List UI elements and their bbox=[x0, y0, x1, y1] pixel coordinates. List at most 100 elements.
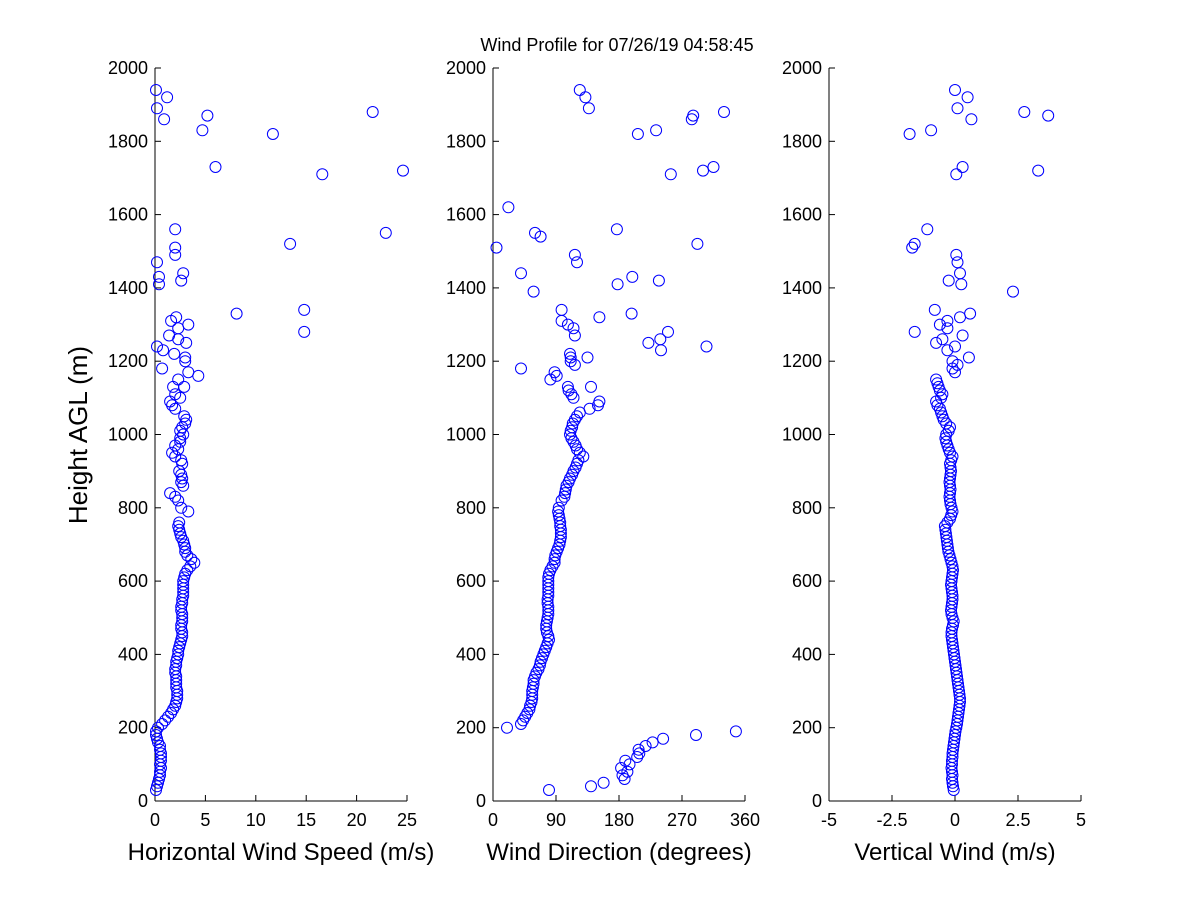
vertical-data-point bbox=[941, 516, 954, 529]
vertical-data-point bbox=[925, 124, 938, 137]
speed-x-tick-label: 15 bbox=[296, 810, 316, 830]
direction-data-point bbox=[657, 732, 670, 745]
speed-data-point bbox=[151, 340, 163, 353]
vertical-data-point bbox=[928, 303, 941, 316]
direction-data-point bbox=[568, 358, 581, 371]
speed-data-point bbox=[151, 256, 163, 269]
direction-data-point bbox=[571, 410, 583, 423]
direction-data-point bbox=[687, 109, 700, 122]
speed-data-point bbox=[153, 278, 165, 291]
speed-data-point bbox=[169, 248, 182, 261]
vertical-data-point bbox=[949, 340, 961, 353]
direction-data-point bbox=[662, 325, 674, 338]
vertical-data-point bbox=[954, 267, 966, 280]
vertical-data-point bbox=[943, 549, 956, 562]
speed-data-point bbox=[379, 226, 392, 239]
direction-data-point bbox=[650, 124, 663, 137]
direction-data-point bbox=[566, 421, 579, 434]
speed-data-point bbox=[172, 373, 185, 386]
direction-data-point bbox=[561, 318, 574, 331]
direction-data-point bbox=[546, 560, 559, 573]
speed-data-point bbox=[179, 355, 192, 368]
speed-y-tick-label: 1400 bbox=[108, 278, 148, 298]
speed-data-point bbox=[192, 369, 205, 382]
direction-data-point bbox=[585, 380, 597, 393]
speed-data-point bbox=[181, 549, 194, 562]
speed-data-point bbox=[174, 637, 187, 650]
direction-data-point bbox=[529, 226, 541, 239]
direction-data-point bbox=[515, 718, 527, 730]
speed-data-point bbox=[168, 347, 181, 360]
direction-y-tick-label: 800 bbox=[456, 498, 486, 518]
direction-data-point bbox=[552, 501, 565, 514]
direction-data-point bbox=[501, 721, 513, 734]
speed-data-point bbox=[178, 380, 191, 393]
vertical-data-point bbox=[1018, 106, 1031, 118]
speed-data-point bbox=[188, 556, 201, 569]
direction-x-tick-label: 0 bbox=[488, 810, 498, 830]
vertical-y-tick-label: 600 bbox=[792, 571, 822, 591]
speed-x-tick-label: 0 bbox=[150, 810, 160, 830]
vertical-data-point bbox=[964, 307, 977, 320]
speed-x-tick-label: 25 bbox=[397, 810, 417, 830]
vertical-data-point bbox=[949, 84, 961, 96]
direction-data-point bbox=[615, 762, 628, 774]
direction-y-tick-label: 600 bbox=[456, 571, 486, 591]
direction-data-point bbox=[697, 164, 709, 177]
speed-data-point bbox=[209, 161, 222, 173]
direction-x-tick-label: 270 bbox=[667, 810, 697, 830]
direction-data-point bbox=[583, 402, 596, 415]
direction-data-point bbox=[543, 784, 555, 796]
speed-data-point bbox=[153, 270, 165, 283]
speed-data-point bbox=[157, 344, 170, 357]
vertical-y-tick-label: 200 bbox=[792, 718, 822, 738]
speed-data-point bbox=[169, 402, 182, 415]
vertical-data-point bbox=[946, 355, 959, 368]
speed-data-point bbox=[172, 520, 185, 533]
vertical-points bbox=[903, 84, 1055, 796]
speed-data-point bbox=[156, 362, 169, 375]
speed-data-point bbox=[151, 102, 163, 115]
speed-data-point bbox=[152, 776, 164, 789]
direction-data-point bbox=[571, 256, 583, 269]
vertical-data-point bbox=[942, 274, 955, 287]
direction-data-point bbox=[543, 633, 555, 646]
direction-data-point bbox=[559, 483, 572, 496]
direction-y-tick-label: 1000 bbox=[446, 425, 486, 445]
vertical-data-point bbox=[956, 329, 969, 342]
direction-data-point bbox=[623, 758, 636, 771]
figure-title: Wind Profile for 07/26/19 04:58:45 bbox=[480, 35, 753, 55]
speed-data-point bbox=[162, 710, 175, 723]
direction-data-point bbox=[552, 505, 565, 518]
vertical-y-tick-label: 0 bbox=[812, 791, 822, 811]
direction-data-point bbox=[523, 703, 536, 716]
speed-data-point bbox=[180, 336, 193, 349]
direction-data-point bbox=[581, 351, 594, 364]
speed-y-tick-label: 2000 bbox=[108, 58, 148, 78]
direction-data-point bbox=[610, 223, 623, 236]
direction-data-point bbox=[579, 91, 592, 104]
vertical-data-point bbox=[954, 311, 966, 324]
vertical-data-point bbox=[956, 161, 969, 173]
direction-y-tick-label: 1200 bbox=[446, 351, 486, 371]
speed-data-point bbox=[164, 395, 177, 408]
speed-data-point bbox=[184, 560, 197, 573]
direction-data-point bbox=[562, 384, 575, 397]
speed-y-tick-label: 800 bbox=[118, 498, 148, 518]
direction-data-point bbox=[573, 84, 586, 96]
direction-data-point bbox=[619, 754, 632, 767]
speed-data-point bbox=[284, 237, 297, 250]
direction-data-point bbox=[707, 161, 720, 173]
speed-data-point bbox=[172, 494, 185, 507]
vertical-data-point bbox=[946, 505, 959, 518]
direction-data-point bbox=[567, 465, 580, 478]
vertical-data-point bbox=[944, 553, 957, 566]
vertical-data-point bbox=[949, 366, 961, 379]
speed-data-point bbox=[182, 318, 195, 331]
speed-data-point bbox=[151, 780, 163, 793]
speed-y-tick-label: 1200 bbox=[108, 351, 148, 371]
direction-data-point bbox=[573, 446, 586, 459]
vertical-data-point bbox=[930, 373, 943, 386]
vertical-y-tick-label: 400 bbox=[792, 644, 822, 664]
